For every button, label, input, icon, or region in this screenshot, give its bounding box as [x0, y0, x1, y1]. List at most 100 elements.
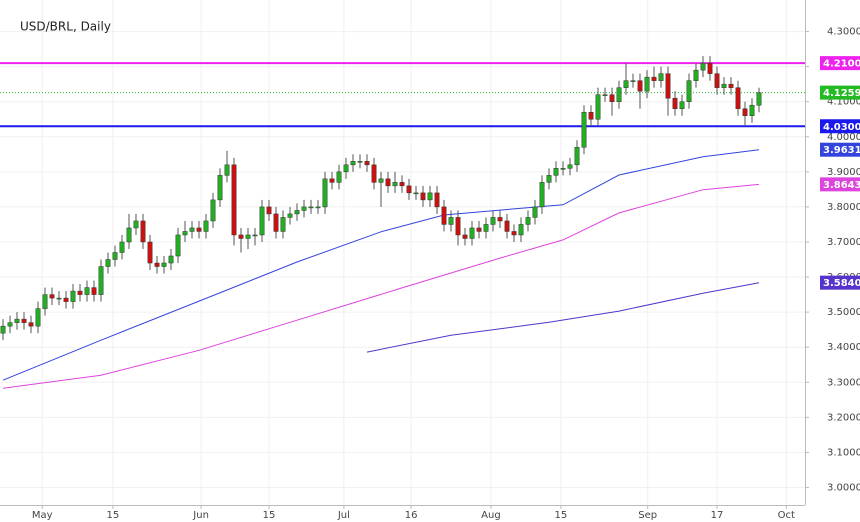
y-tick-label: 4.4000 [827, 0, 860, 2]
candle-body [147, 241, 153, 264]
candle-body [441, 206, 447, 225]
level-label: 4.0300 [823, 122, 860, 133]
x-tick-label: Jun [192, 510, 209, 521]
candle-body [28, 322, 34, 327]
candle-body [749, 104, 755, 116]
y-tick-label: 4.0000 [827, 132, 860, 143]
candle-body [301, 206, 307, 211]
y-tick-label: 3.7000 [827, 237, 860, 248]
moving-average [2, 183, 760, 389]
candle-body [679, 101, 685, 109]
candle-body [168, 255, 174, 264]
candle-body [273, 213, 279, 232]
candle-body [238, 234, 244, 239]
candle-body [140, 220, 146, 243]
candle-body [595, 94, 601, 120]
candle-body [112, 252, 118, 260]
candle-body [126, 227, 132, 243]
candle-body [175, 234, 181, 257]
candle-body [714, 73, 720, 88]
y-tick-label: 3.8000 [827, 202, 860, 213]
chart-title: USD/BRL, Daily [20, 20, 111, 34]
y-tick-label: 4.1000 [827, 97, 860, 108]
candle-body [455, 217, 461, 236]
y-tick-label: 3.0000 [827, 482, 860, 493]
candle-body [84, 287, 90, 295]
ma-label-box [820, 275, 860, 290]
y-tick-label: 4.3000 [827, 27, 860, 38]
x-tick-label: 15 [555, 510, 568, 521]
candle-body [413, 192, 419, 195]
x-tick-label: 15 [107, 510, 120, 521]
candle-body [448, 217, 454, 225]
x-tick-label: 16 [405, 510, 418, 521]
candle-body [266, 206, 272, 215]
candle-body [651, 76, 657, 81]
candle-body [686, 80, 692, 102]
candle-body [189, 227, 195, 232]
candle-body [252, 234, 258, 237]
level-label: 4.1259 [823, 88, 860, 99]
candle-body [742, 108, 748, 116]
candle-body [119, 241, 125, 253]
candle-body [224, 164, 230, 176]
candle-body [287, 213, 293, 218]
candle-body [0, 325, 6, 334]
ma-label: 3.5840 [823, 278, 860, 289]
candle-body [98, 266, 104, 295]
candle-body [364, 161, 370, 166]
candle-body [343, 164, 349, 173]
plot-area [0, 56, 805, 389]
candle-body [350, 161, 356, 166]
candle-body [504, 220, 510, 232]
candle-body [434, 192, 440, 208]
grid [0, 0, 805, 505]
candle-body [392, 182, 398, 187]
candle-body [42, 294, 48, 309]
level-label-box [820, 119, 860, 134]
candle-body [539, 182, 545, 208]
candle-body [609, 94, 615, 102]
candle-body [427, 192, 433, 201]
candle-body [21, 318, 27, 323]
candle-body [616, 87, 622, 102]
ma-label: 3.8643 [823, 180, 860, 191]
candle-body [35, 308, 41, 327]
candle-body [623, 80, 629, 88]
ma-label-box [820, 177, 860, 192]
candle-body [672, 97, 678, 109]
candle-body [371, 164, 377, 183]
candle-body [525, 217, 531, 225]
x-tick-label: Oct [778, 510, 795, 521]
candle-body [476, 227, 482, 232]
y-tick-label: 3.5000 [827, 307, 860, 318]
candle-body [203, 220, 209, 232]
candle-body [490, 217, 496, 225]
x-tick-label: Jul [337, 510, 350, 521]
candle-body [665, 73, 671, 99]
candle-body [462, 234, 468, 239]
candle-body [518, 224, 524, 236]
axes: 3.00003.10003.20003.30003.40003.50003.60… [32, 0, 860, 521]
candle-body [245, 234, 251, 239]
candle-body [728, 83, 734, 88]
y-tick-label: 3.1000 [827, 447, 860, 458]
candle-body [217, 175, 223, 201]
candle-body [308, 206, 314, 209]
candle-body [602, 94, 608, 96]
y-tick-label: 3.9000 [827, 167, 860, 178]
candle-body [280, 217, 286, 232]
candle-body [56, 297, 62, 300]
candle-body [567, 164, 573, 169]
candle-body [497, 217, 503, 222]
candle-body [420, 192, 426, 201]
candle-body [259, 206, 265, 236]
candle-body [581, 111, 587, 148]
candle-body [546, 175, 552, 183]
candle-body [700, 62, 706, 71]
candle-body [399, 182, 405, 187]
candle-body [63, 297, 69, 302]
x-tick-label: 17 [711, 510, 724, 521]
